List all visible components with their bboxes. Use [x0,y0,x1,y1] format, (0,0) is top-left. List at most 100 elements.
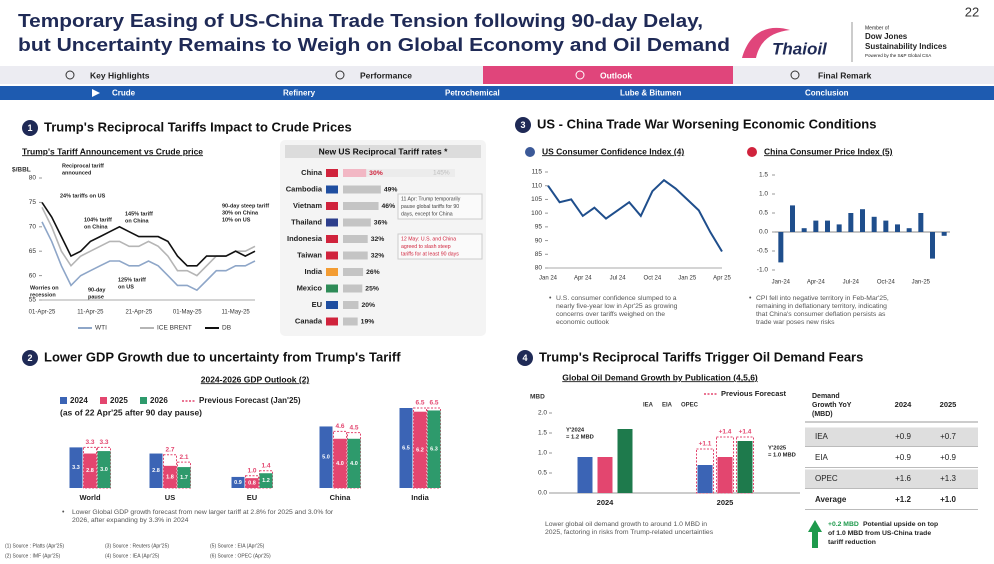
x-tick-label: Jul-24 [843,280,860,286]
note: days, except for China [401,211,453,217]
note: trade war poses new risks [756,319,835,326]
bar [871,216,877,232]
value-label: 1.7 [180,475,188,481]
data-line [547,178,723,253]
y-axis-label: MBD [530,394,545,401]
category-label: China [301,168,323,177]
value-label: 1.8 [166,474,174,480]
y-tick-label: 1.0 [538,450,547,457]
annotation: Worries on [30,285,59,291]
flag [326,251,338,260]
table-header: 2024 [895,400,913,409]
previous-label: 145% [433,170,450,177]
bar [825,220,830,232]
flag [326,235,338,243]
category-label: Cambodia [286,184,323,193]
nav-icon [790,70,800,80]
legend-label: ICE BRENT [157,325,192,332]
source: (2) Source : IMF (Apr'25) [5,553,60,559]
table-cell: +0.9 [940,453,956,462]
annotation: = 1.2 MBD [566,435,594,441]
flag [326,301,338,309]
member-text: Powered by the S&P Global CSA [865,53,931,58]
table-cell: +1.2 [895,495,911,504]
section-title: Lower GDP Growth due to uncertainty from… [44,349,401,364]
upside-highlight: +0.2 MBD [828,521,859,528]
category-label: EU [312,300,322,309]
chart-title: US Consumer Confidence Index (4) [542,146,684,156]
annotation: 90-day [88,287,106,293]
member-text: Sustainability Indices [865,42,947,51]
nav-subtab: Refinery [283,89,316,98]
bar [245,478,259,488]
bar [343,268,364,276]
previous-bar [343,169,455,177]
value-label: 2.8 [152,468,160,474]
section-number: 2 [27,353,32,363]
bar [69,447,83,488]
nav-active [483,66,733,84]
x-tick-label: 01-Apr-25 [29,310,56,316]
y-axis-label: $/BBL [12,167,31,174]
note: remaining in deflationary territory, ind… [756,303,887,310]
category-label: World [79,493,101,502]
x-tick-label: Jan-25 [912,280,931,286]
note-box [397,193,483,220]
note: pause global tariffs for 90 [401,204,459,210]
x-tick-label: Oct 24 [644,276,662,282]
value-label: 26% [366,269,380,276]
section-badge [515,117,531,133]
previous-label: 6.5 [415,400,424,407]
previous-forecast [696,448,714,494]
y-tick-label: 95 [535,224,543,231]
title: but Uncertainty Remains to Weigh on Glob… [18,35,730,55]
x-tick-label: Jan 25 [678,276,697,282]
bar [333,438,347,488]
note-box [397,233,483,260]
legend-label: OPEC [681,403,699,409]
annotation: announced [62,170,91,176]
previous-label: +1.1 [699,441,712,448]
y-tick-label: 110 [532,182,543,189]
category-label: Vietnam [293,201,322,210]
previous-label: +1.4 [739,429,752,436]
annotation: 104% tariff [84,217,112,223]
bullet: • [549,295,552,302]
value-label: 0.9 [234,480,242,486]
member-text: Dow Jones [865,32,908,41]
x-tick-label: 11-May-25 [222,310,251,316]
note: concerns over tariffs weighed on the [556,311,665,318]
value-label: 19% [361,318,375,325]
bar [427,410,441,488]
legend-label: 2024 [70,396,88,405]
us-flag [525,147,535,157]
bar [737,441,753,493]
previous-label: 2.1 [179,454,188,461]
legend-label: Previous Forecast [721,389,787,398]
note: U.S. consumer confidence slumped to a [556,295,677,302]
category-label: India [304,267,322,276]
y-tick-label: 0.5 [538,470,547,477]
annotation: on China [125,218,149,224]
bar [790,205,795,232]
table-cell: +0.9 [895,432,911,441]
table-cell: OPEC [815,474,838,483]
section-badge [22,120,38,136]
previous-label: 3.3 [99,439,108,446]
section-title: Trump's Reciprocal Tariffs Trigger Oil D… [539,349,863,364]
y-tick-label: 115 [532,169,543,176]
bar [343,169,367,177]
y-tick-label: 100 [531,210,542,217]
value-label: 32% [371,236,385,243]
legend-label: EIA [662,403,673,409]
legend-label: DB [222,325,231,332]
category-label: Indonesia [287,234,323,243]
table-cell: +0.7 [940,432,956,441]
table-header: Growth YoY [812,402,852,409]
nav-icon [575,70,585,80]
bar [918,213,924,232]
annotation: 145% tariff [125,211,153,217]
upside-text: of 1.0 MBD from US-China trade [828,530,931,537]
chart-title: Trump's Tariff Announcement vs Crude pri… [22,146,203,156]
